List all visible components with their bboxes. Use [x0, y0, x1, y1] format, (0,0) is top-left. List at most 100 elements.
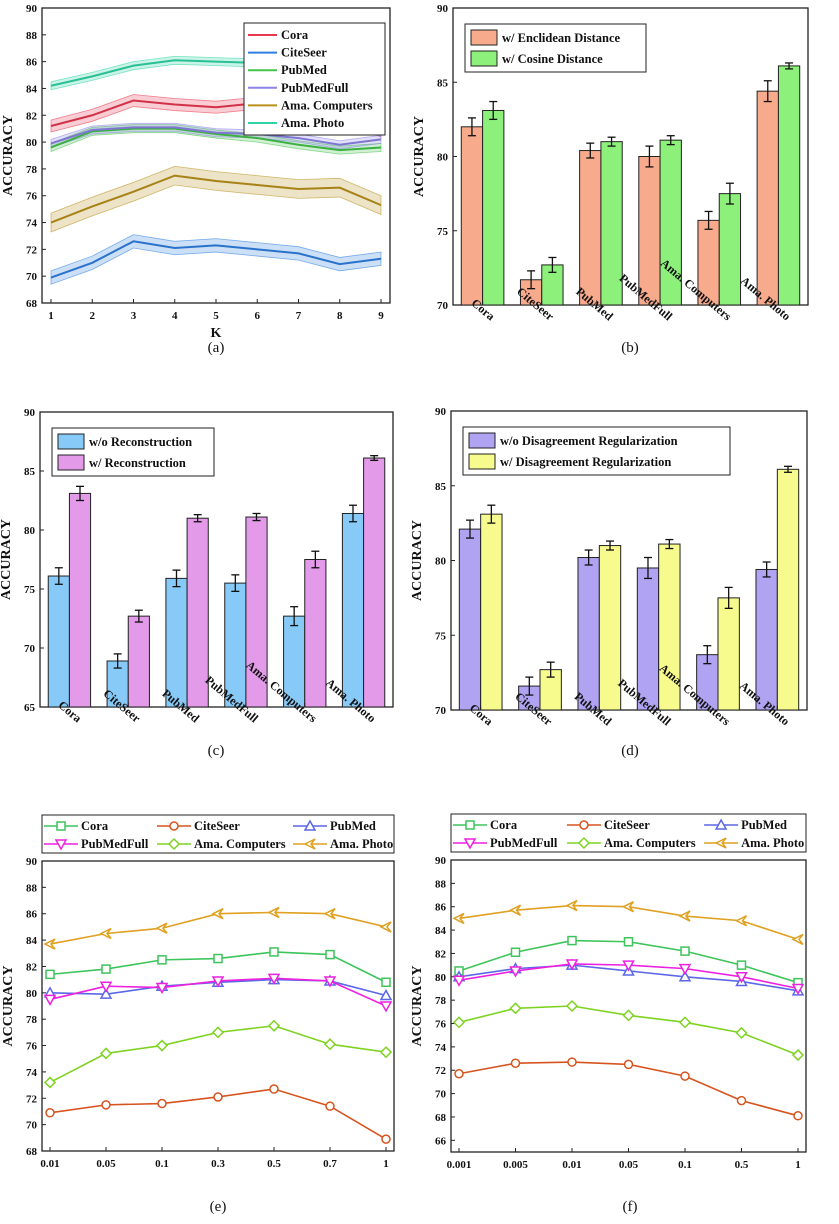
data-point [267, 906, 280, 919]
bar [482, 109, 505, 306]
x-tick-label: 5 [213, 310, 219, 322]
legend-label: PubMed [281, 63, 327, 77]
data-point [379, 921, 392, 933]
bar [47, 575, 70, 708]
legend-marker [167, 837, 181, 851]
bar [776, 468, 800, 711]
legend-label: w/ Reconstruction [89, 456, 186, 470]
x-tick-label: 0.5 [267, 1158, 281, 1170]
data-point [623, 1059, 634, 1070]
x-axis-label: K [211, 326, 222, 341]
y-tick-label: 80 [26, 988, 38, 1000]
bar [480, 513, 503, 711]
y-tick-label: 74 [26, 218, 38, 230]
data-point [99, 1047, 113, 1060]
y-tick-label: 80 [437, 152, 449, 164]
legend-label: w/o Disagreement Regularization [500, 434, 678, 448]
y-tick-label: 75 [24, 584, 36, 596]
legend-marker [169, 821, 179, 831]
y-axis-label: ACCURACY [410, 966, 425, 1047]
data-point [735, 1026, 748, 1039]
bar [460, 126, 484, 306]
data-point [678, 1016, 692, 1029]
legend-marker [577, 836, 591, 850]
data-point [621, 901, 635, 913]
chart-f: 66 68 70 72 74 76 78 80 82 84 86 88 90 ACCURACY (f) 0.0… [410, 813, 807, 1215]
data-point [269, 947, 279, 957]
legend-marker [463, 838, 477, 850]
data-point [791, 933, 804, 946]
data-point [157, 955, 167, 965]
y-tick-label: 82 [435, 948, 447, 960]
legend-label: Ama. Computers [604, 836, 696, 850]
data-point [157, 1098, 167, 1109]
legend: w/ Enclidean Distance w/ Cosine Distance [464, 23, 647, 73]
y-tick-label: 88 [26, 882, 38, 894]
data-point [735, 972, 748, 984]
x-tick-label: 4 [172, 310, 178, 322]
legend-label: w/ Cosine Distance [502, 52, 603, 66]
plot-frame [39, 411, 394, 708]
data-point [791, 1048, 805, 1062]
y-tick-label: 76 [435, 1019, 447, 1031]
bar [577, 557, 600, 711]
data-point [325, 1101, 335, 1111]
x-tick-label: 8 [337, 310, 343, 322]
y-tick-label: 85 [24, 466, 36, 478]
data-point [623, 937, 634, 947]
data-point [45, 969, 55, 980]
legend-label: w/ Disagreement Regularization [500, 455, 671, 469]
legend-swatch [470, 29, 498, 46]
data-point [565, 959, 579, 971]
legend-label: CiteSeer [604, 818, 650, 832]
y-tick-label: 86 [26, 57, 38, 69]
x-tick-label: 9 [378, 310, 384, 322]
y-axis-label: ACCURACY [0, 519, 14, 600]
data-point [452, 912, 465, 925]
y-tick-label: 90 [435, 855, 447, 867]
legend-marker [303, 838, 316, 850]
legend-marker [465, 820, 475, 830]
data-point [267, 973, 281, 985]
data-point [379, 1046, 393, 1059]
confidence-band [50, 124, 382, 155]
legend-label: Cora [81, 819, 109, 833]
y-tick-label: 84 [26, 83, 38, 95]
data-point [454, 1068, 464, 1079]
y-tick-label: 70 [435, 705, 447, 717]
legend-label: Ama. Photo [330, 837, 393, 851]
legend-swatch [57, 454, 85, 471]
bar [68, 492, 92, 708]
series-line [50, 240, 382, 279]
y-tick-label: 82 [26, 110, 38, 122]
data-point [213, 953, 223, 964]
y-tick-label: 76 [26, 1041, 38, 1053]
x-tick-label: 1 [795, 1159, 801, 1171]
legend-label: w/ Enclidean Distance [502, 31, 621, 45]
data-point [510, 947, 521, 958]
y-tick-label: 75 [435, 630, 447, 642]
legend-box [450, 813, 807, 853]
data-point [678, 963, 692, 976]
y-tick-label: 80 [24, 525, 36, 537]
data-point [452, 1016, 466, 1029]
y-tick-label: 74 [26, 1067, 38, 1079]
legend: Cora CiteSeer PubMed PubMedFull Ama. Compute… [41, 814, 395, 854]
x-tick-label: 0.1 [678, 1159, 692, 1171]
plot-frame [41, 860, 395, 1152]
y-tick-label: 70 [437, 300, 449, 312]
bar [579, 150, 602, 306]
caption: (e) [210, 1199, 227, 1215]
chart-e: 68 70 72 74 76 78 80 82 84 86 88 90 ACCURACY (e) 0.01 0… [1, 814, 395, 1215]
y-tick-label: 68 [26, 1146, 38, 1158]
legend-label: PubMedFull [81, 837, 149, 851]
data-point [155, 1039, 169, 1052]
legend-marker [579, 820, 589, 830]
series-line [50, 174, 382, 224]
legend-label: CiteSeer [194, 819, 240, 833]
data-point [680, 946, 690, 956]
